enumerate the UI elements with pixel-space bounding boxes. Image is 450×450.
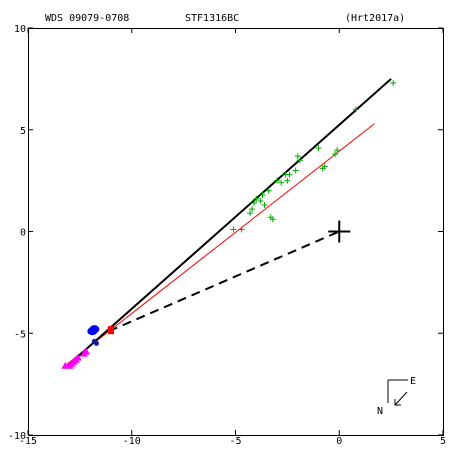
x-tick-label: -15: [19, 436, 37, 447]
fitted-orbit-line-red: [67, 123, 375, 365]
y-tick-label: 0: [20, 228, 26, 239]
green-point: [390, 79, 397, 86]
green-point: [332, 151, 339, 158]
green-point: [269, 216, 276, 223]
wds-label: WDS 09079-0708: [45, 13, 129, 24]
green-point: [334, 147, 341, 154]
y-tick-label: -5: [14, 329, 26, 340]
star-name-label: STF1316BC: [185, 13, 239, 24]
compass-north-label: N: [377, 406, 383, 417]
green-point: [261, 202, 268, 209]
green-point: [230, 226, 237, 233]
green-point: [274, 177, 280, 184]
green-point: [321, 163, 328, 170]
x-tick-label: -10: [123, 436, 141, 447]
green-point: [265, 187, 272, 194]
green-point: [315, 145, 322, 152]
green-point: [247, 210, 254, 217]
x-tick-label: 5: [440, 436, 446, 447]
blue-small-point: [93, 340, 99, 346]
x-tick-label: 0: [336, 436, 342, 447]
primary-connector-dashed: [108, 230, 340, 333]
magenta-point: [82, 347, 91, 355]
axis-ticks: [27, 27, 444, 436]
y-tick-label: 5: [20, 126, 26, 137]
compass: E N: [377, 376, 416, 417]
orbit-line-black: [66, 78, 392, 367]
green-point: [253, 195, 260, 202]
primary-marker: [328, 220, 351, 243]
x-tick-label: -5: [229, 436, 241, 447]
red-point: [108, 328, 114, 335]
green-point: [296, 157, 303, 164]
y-tick-label: 10: [14, 24, 26, 35]
blue-point: [89, 325, 100, 334]
reference-label: (Hrt2017a): [345, 13, 405, 24]
green-point: [292, 167, 299, 174]
compass-east-label: E: [410, 376, 416, 387]
y-tick-label: -10: [8, 431, 26, 442]
green-point: [294, 153, 301, 160]
observation-points: [61, 79, 397, 369]
green-point: [352, 106, 359, 113]
magenta-point: [73, 353, 82, 361]
motion-arrow-icon: [394, 391, 408, 406]
green-point: [257, 197, 264, 204]
green-point: [286, 171, 293, 178]
green-point: [238, 226, 245, 233]
green-point: [259, 191, 266, 198]
green-point: [278, 179, 285, 186]
green-point: [249, 206, 256, 213]
green-point: [251, 200, 258, 207]
orbit-lines: [66, 78, 392, 367]
green-point: [284, 177, 291, 184]
